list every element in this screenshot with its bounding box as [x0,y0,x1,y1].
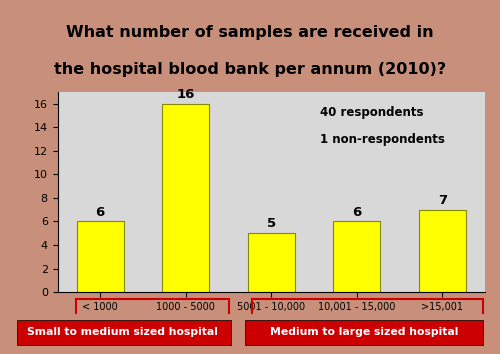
Text: 6: 6 [96,206,105,218]
Bar [76,222,124,292]
Text: 1 non-respondents: 1 non-respondents [320,133,446,146]
Text: 16: 16 [176,88,195,101]
Bar [248,233,295,292]
Text: 7: 7 [438,194,447,207]
Bar [162,104,210,292]
FancyBboxPatch shape [18,320,231,344]
Bar [333,222,380,292]
Text: What number of samples are received in: What number of samples are received in [66,25,434,40]
Text: Medium to large sized hospital: Medium to large sized hospital [270,327,459,337]
Text: 40 respondents: 40 respondents [320,106,424,119]
Text: Small to medium sized hospital: Small to medium sized hospital [26,327,218,337]
Text: 5: 5 [266,217,276,230]
FancyBboxPatch shape [246,320,482,344]
Text: the hospital blood bank per annum (2010)?: the hospital blood bank per annum (2010)… [54,62,446,77]
Text: 6: 6 [352,206,362,218]
Bar [418,210,466,292]
